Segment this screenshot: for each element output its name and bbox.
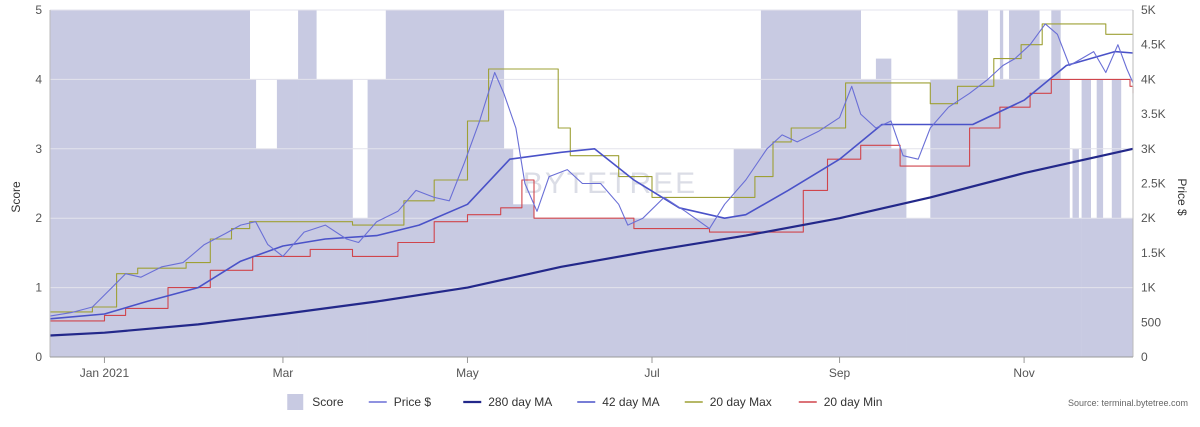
y-right-tick-label: 2.5K — [1141, 177, 1166, 191]
series-line-ma280 — [49, 147, 1134, 337]
series-line-min20 — [50, 78, 1134, 322]
legend-label: 20 day Max — [710, 395, 772, 409]
legend-label: 42 day MA — [602, 395, 659, 409]
y-right-tick-label: 4K — [1141, 72, 1156, 86]
legend-label: Price $ — [394, 395, 432, 409]
legend: Score Price $ 280 day MA 42 day MA 20 day Ma… — [287, 394, 882, 410]
y-left-tick-label: 1 — [35, 281, 42, 295]
legend-label: 20 day Min — [824, 395, 883, 409]
x-tick-label: May — [456, 366, 479, 380]
legend-item-ma280: 280 day MA — [463, 395, 552, 409]
x-tick-label: Jan 2021 — [80, 366, 130, 380]
y-left-tick-label: 4 — [35, 72, 42, 86]
x-tick-label: Jul — [644, 366, 659, 380]
y-left-tick-label: 5 — [35, 3, 42, 17]
series-lines-layer — [49, 23, 1134, 337]
score-area-segment — [50, 10, 250, 357]
series-line-price — [49, 23, 1134, 317]
score-area-segment — [1072, 148, 1079, 357]
x-tick-label: Mar — [273, 366, 294, 380]
y-left-tick-label: 0 — [35, 350, 42, 364]
y-right-tick-label: 3K — [1141, 142, 1156, 156]
y-right-tick-label: 0 — [1141, 350, 1148, 364]
source-note: Source: terminal.bytetree.com — [1068, 398, 1188, 408]
legend-item-score: Score — [287, 394, 344, 410]
y-right-tick-label: 500 — [1141, 315, 1161, 329]
score-area-segment — [733, 148, 762, 357]
score-area-segment — [255, 148, 278, 357]
y-right-tick-label: 2K — [1141, 211, 1156, 225]
legend-item-price: Price $ — [368, 395, 432, 409]
y-right-tick-label: 1K — [1141, 281, 1156, 295]
series-line-ma42 — [49, 50, 1134, 320]
legend-swatch — [287, 394, 304, 410]
y-right-tick-label: 5K — [1141, 3, 1156, 17]
score-area-segment — [385, 10, 505, 357]
watermark-text: BYTETREE — [523, 167, 697, 200]
y-right-tick-label: 1.5K — [1141, 246, 1166, 260]
y-right-tick-label: 4.5K — [1141, 38, 1166, 52]
score-area-segment — [891, 148, 907, 357]
axes-layer: 0 1 2 3 4 5 0 500 1K 1.5K 2K 2.5K 3K 3.5K 4K 4.5K 5K Jan … — [35, 3, 1165, 380]
y-left-tick-label: 3 — [35, 142, 42, 156]
y-right-tick-label: 3.5K — [1141, 107, 1166, 121]
legend-label: Score — [312, 395, 344, 409]
legend-item-min20: 20 day Min — [798, 395, 883, 409]
y-axis-left-title: Score — [9, 181, 23, 213]
score-area-segment — [512, 204, 535, 357]
x-tick-label: Sep — [829, 366, 851, 380]
y-axis-right-title: Price $ — [1175, 178, 1189, 216]
score-area-segment — [1051, 10, 1061, 357]
legend-item-ma42: 42 day MA — [577, 395, 660, 409]
y-left-tick-label: 2 — [35, 211, 42, 225]
legend-item-max20: 20 day Max — [684, 395, 772, 409]
score-area-segment — [298, 10, 317, 357]
score-area-segment — [760, 10, 861, 357]
score-area-segment — [1009, 10, 1040, 357]
x-tick-label: Nov — [1013, 366, 1034, 380]
series-line-max20 — [50, 23, 1133, 313]
score-area-segment — [503, 148, 514, 357]
score-area-segment — [999, 10, 1004, 357]
legend-label: 280 day MA — [488, 395, 552, 409]
